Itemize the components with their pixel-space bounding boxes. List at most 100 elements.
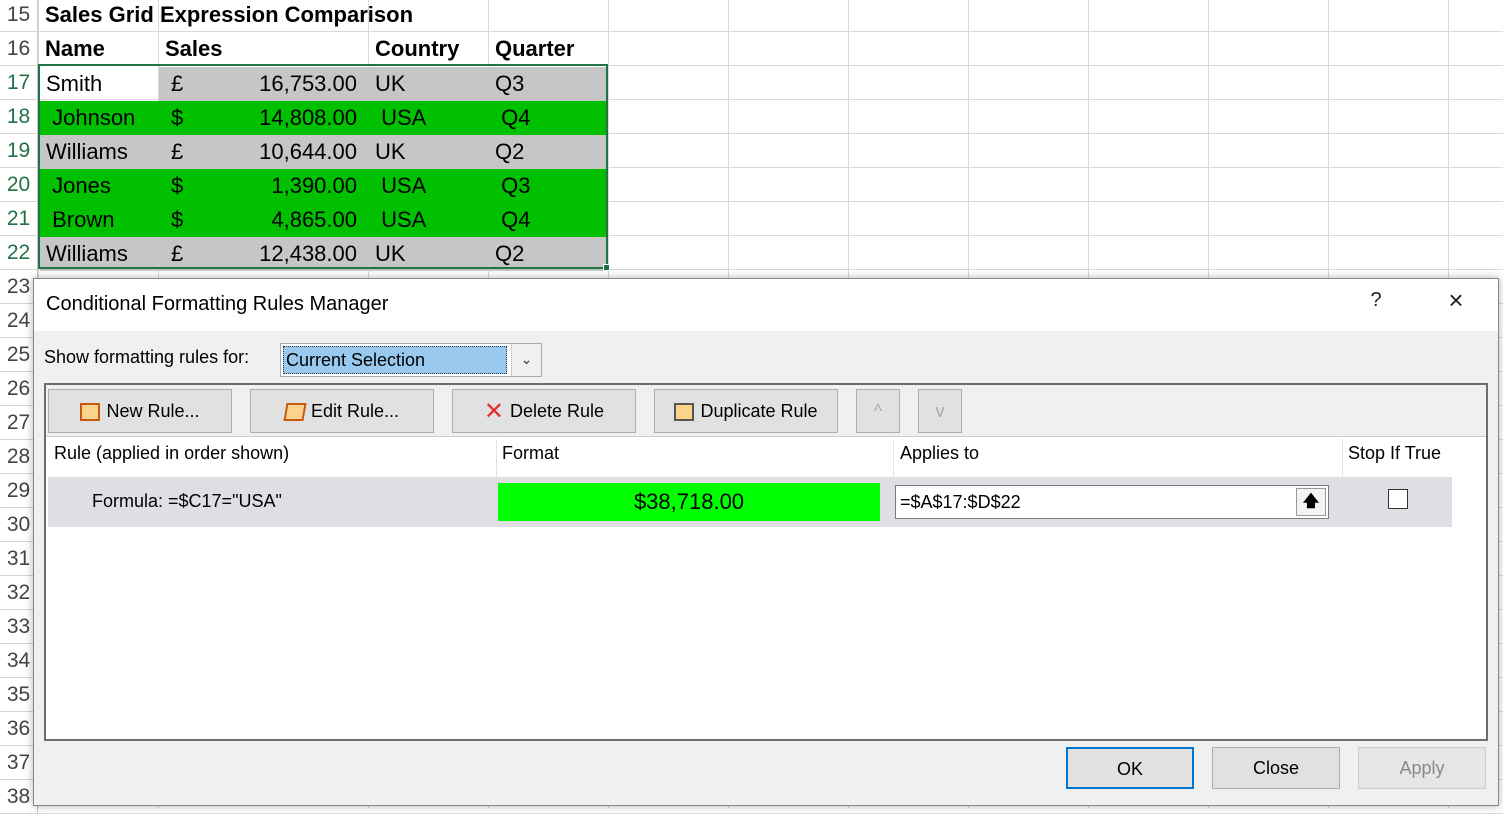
country-cell[interactable]: USA	[369, 169, 489, 203]
gridline	[38, 167, 1503, 168]
column-header-cell[interactable]: Country	[375, 36, 460, 61]
gridline	[38, 65, 1503, 66]
sales-cell[interactable]: £16,753.00	[159, 67, 369, 101]
quarter-cell[interactable]: Q4	[489, 203, 607, 237]
row-header[interactable]: 36	[0, 712, 38, 746]
quarter-cell[interactable]: Q3	[489, 67, 607, 101]
currency-symbol: £	[171, 71, 184, 96]
gridline	[38, 235, 1503, 236]
name-cell[interactable]: Williams	[40, 237, 159, 271]
row-header[interactable]: 32	[0, 576, 38, 610]
chevron-down-icon[interactable]: ⌄	[511, 344, 541, 376]
sales-cell[interactable]: £10,644.00	[159, 135, 369, 169]
edit-rule-button[interactable]: Edit Rule...	[250, 389, 434, 433]
duplicate-rule-button[interactable]: Duplicate Rule	[654, 389, 838, 433]
help-button[interactable]: ?	[1370, 289, 1382, 311]
selection-range	[38, 64, 608, 269]
new-rule-button[interactable]: New Rule...	[48, 389, 232, 433]
row-header[interactable]: 28	[0, 440, 38, 474]
show-rules-value: Current Selection	[283, 346, 507, 374]
gridline	[38, 99, 1503, 100]
row-header[interactable]: 35	[0, 678, 38, 712]
name-cell[interactable]: Jones	[40, 169, 159, 203]
quarter-cell[interactable]: Q3	[489, 169, 607, 203]
applies-to-value: =$A$17:$D$22	[900, 492, 1021, 512]
row-header[interactable]: 24	[0, 304, 38, 338]
delete-rule-button[interactable]: ✕ Delete Rule	[452, 389, 636, 433]
close-button[interactable]: Close	[1212, 747, 1340, 789]
country-cell[interactable]: UK	[369, 237, 489, 271]
column-header-cell[interactable]: Sales	[165, 36, 223, 61]
table-icon	[80, 403, 101, 422]
title-bar: Conditional Formatting Rules Manager ? ×	[34, 279, 1498, 331]
country-cell[interactable]: USA	[369, 101, 489, 135]
divider	[1342, 439, 1343, 477]
stop-if-true-checkbox[interactable]	[1388, 489, 1408, 509]
name-cell[interactable]: Johnson	[40, 101, 159, 135]
currency-symbol: $	[171, 207, 184, 232]
edit-rule-label: Edit Rule...	[310, 401, 400, 421]
column-header-cell[interactable]: Quarter	[495, 36, 575, 61]
new-rule-label: New Rule...	[106, 401, 200, 421]
column-header-cell[interactable]: Name	[45, 36, 105, 61]
sales-value: 12,438.00	[259, 241, 357, 266]
currency-symbol: $	[171, 173, 184, 198]
duplicate-rule-label: Duplicate Rule	[700, 401, 818, 421]
currency-symbol: $	[171, 105, 184, 130]
rule-row[interactable]: Formula: =$C17="USA" $38,718.00 =$A$17:$…	[48, 477, 1452, 527]
dialog-title: Conditional Formatting Rules Manager	[46, 293, 389, 315]
move-down-button[interactable]: v	[918, 389, 962, 433]
col-format: Format	[502, 443, 560, 463]
sales-value: 10,644.00	[259, 139, 357, 164]
country-cell[interactable]: USA	[369, 203, 489, 237]
fill-handle[interactable]	[603, 264, 610, 271]
ok-button[interactable]: OK	[1066, 747, 1194, 789]
row-header[interactable]: 34	[0, 644, 38, 678]
row-header[interactable]: 25	[0, 338, 38, 372]
close-icon[interactable]: ×	[1448, 285, 1464, 315]
row-header[interactable]: 16	[0, 32, 38, 66]
row-header[interactable]: 20	[0, 168, 38, 202]
row-header[interactable]: 33	[0, 610, 38, 644]
row-header[interactable]: 18	[0, 100, 38, 134]
col-stop-if-true: Stop If True	[1348, 443, 1442, 463]
sales-cell[interactable]: £12,438.00	[159, 237, 369, 271]
col-rule: Rule (applied in order shown)	[54, 443, 290, 463]
rules-toolbar: New Rule... Edit Rule... ✕ Delete Rule Du…	[46, 385, 1486, 437]
row-header[interactable]: 23	[0, 270, 38, 304]
row-header[interactable]: 26	[0, 372, 38, 406]
row-header[interactable]: 19	[0, 134, 38, 168]
row-header[interactable]: 17	[0, 66, 38, 100]
sales-value: 16,753.00	[259, 71, 357, 96]
quarter-cell[interactable]: Q4	[489, 101, 607, 135]
move-up-button[interactable]: ^	[856, 389, 900, 433]
sales-cell[interactable]: $4,865.00	[159, 203, 369, 237]
format-preview: $38,718.00	[498, 483, 880, 521]
country-cell[interactable]: UK	[369, 67, 489, 101]
divider	[496, 439, 497, 477]
collapse-range-icon[interactable]: 🡅	[1296, 488, 1326, 516]
sales-cell[interactable]: $14,808.00	[159, 101, 369, 135]
currency-symbol: £	[171, 241, 184, 266]
name-cell[interactable]: Williams	[40, 135, 159, 169]
name-cell[interactable]: Brown	[40, 203, 159, 237]
country-cell[interactable]: UK	[369, 135, 489, 169]
row-header[interactable]: 30	[0, 508, 38, 542]
row-header[interactable]: 21	[0, 202, 38, 236]
quarter-cell[interactable]: Q2	[489, 237, 607, 271]
applies-to-input[interactable]: =$A$17:$D$22 🡅	[895, 485, 1329, 519]
sheet-title[interactable]: Sales Grid Expression Comparison	[45, 2, 414, 27]
quarter-cell[interactable]: Q2	[489, 135, 607, 169]
sales-cell[interactable]: $1,390.00	[159, 169, 369, 203]
gridline	[38, 133, 1503, 134]
sales-value: 4,865.00	[271, 207, 357, 232]
delete-rule-label: Delete Rule	[510, 401, 605, 421]
apply-button[interactable]: Apply	[1358, 747, 1486, 789]
delete-x-icon: ✕	[483, 398, 505, 426]
name-cell[interactable]: Smith	[46, 71, 103, 96]
show-rules-dropdown[interactable]: Current Selection ⌄	[280, 343, 542, 377]
row-header[interactable]: 22	[0, 236, 38, 270]
rules-manager-dialog: Conditional Formatting Rules Manager ? ×…	[33, 278, 1499, 806]
row-header[interactable]: 15	[0, 0, 38, 32]
row-header[interactable]: 27	[0, 406, 38, 440]
